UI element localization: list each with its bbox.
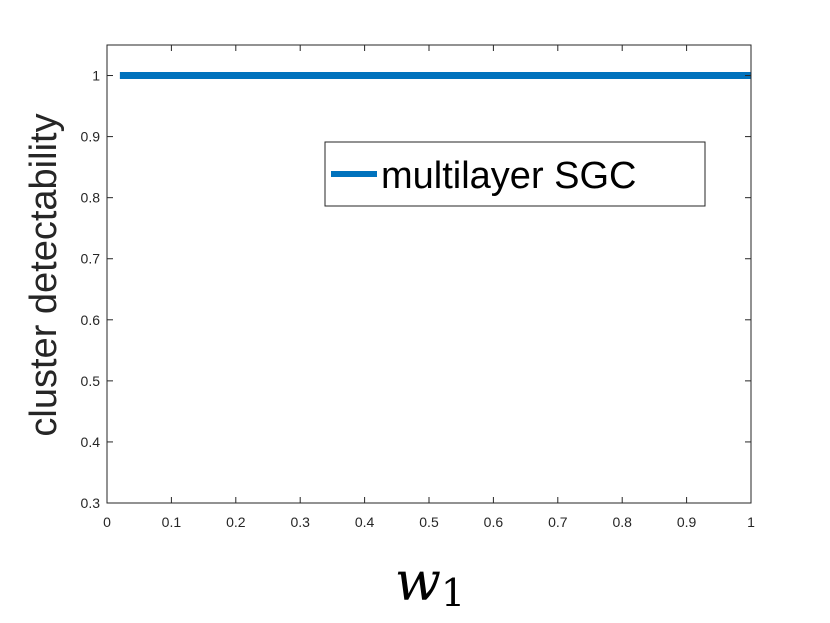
x-axis-label-variable: w <box>395 550 441 613</box>
x-tick-label: 0.8 <box>612 514 632 530</box>
x-tick-label: 0.3 <box>290 514 310 530</box>
x-tick-label: 0.5 <box>419 514 439 530</box>
legend: multilayer SGC <box>324 141 706 207</box>
axes-box <box>106 44 752 504</box>
legend-label: multilayer SGC <box>381 155 637 197</box>
y-axis-label: cluster detectability <box>23 113 65 436</box>
y-tick-label: 0.5 <box>81 373 101 389</box>
x-tick-label: 0.1 <box>162 514 182 530</box>
x-tick-label: 0.4 <box>355 514 375 530</box>
x-tick-label: 1 <box>747 514 755 530</box>
x-axis-label-subscript: 1 <box>441 571 465 615</box>
x-tick-label: 0 <box>103 514 111 530</box>
y-tick-label: 0.9 <box>81 129 101 145</box>
ticks: 0 0.1 0.2 0.3 0.4 0.5 0.6 0.7 0.8 0.9 1 0.3 0.4 0.5 0.… <box>81 45 755 530</box>
y-tick-label: 0.8 <box>81 190 101 206</box>
y-tick-label: 1 <box>92 68 100 84</box>
x-axis-label: w1 <box>395 550 465 615</box>
y-tick-label: 0.4 <box>81 434 101 450</box>
x-tick-label: 0.6 <box>484 514 504 530</box>
x-tick-label: 0.7 <box>548 514 568 530</box>
y-tick-label: 0.6 <box>81 312 101 328</box>
y-tick-label: 0.3 <box>81 495 101 511</box>
x-tick-label: 0.2 <box>226 514 246 530</box>
legend-box <box>324 141 706 207</box>
y-tick-label: 0.7 <box>81 251 101 267</box>
x-tick-label: 0.9 <box>677 514 697 530</box>
